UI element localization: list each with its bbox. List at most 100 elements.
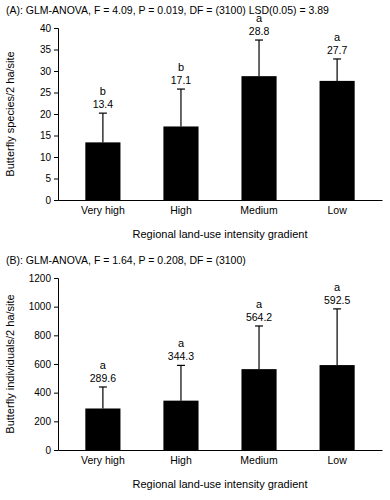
bar (320, 81, 355, 200)
marks (85, 309, 354, 450)
y-tick-mark (54, 335, 58, 336)
y-axis-line (54, 29, 59, 201)
y-tick-mark (54, 393, 58, 394)
plot-area: 0 200 400 600 800 1000 1200 Very high High Medium… (29, 273, 383, 467)
bar (163, 126, 198, 200)
x-tick-label: High (170, 454, 192, 466)
title: (A): GLM-ANOVA, F = 4.09, P = 0.019, DF … (6, 4, 329, 16)
error-bar (99, 387, 107, 409)
x-tick: Low (327, 200, 347, 216)
y-tick-label: 1200 (29, 273, 52, 284)
y-tick-label: 5 (45, 173, 51, 184)
x-axis-title: Regional land-use intensity gradient (133, 228, 308, 240)
y-tick-mark (54, 114, 58, 115)
significance-letter: a (100, 359, 107, 371)
x-axis: Very high High Medium Low (59, 200, 383, 216)
y-tick-mark (54, 200, 58, 201)
title: (B): GLM-ANOVA, F = 1.64, P = 0.208, DF … (6, 254, 246, 266)
error-cap (177, 88, 185, 89)
y-tick: 200 (34, 416, 58, 427)
y-tick-mark (54, 278, 58, 279)
error-stem (337, 309, 338, 365)
panel: (A): GLM-ANOVA, F = 4.09, P = 0.019, DF … (4, 4, 383, 240)
data-label: 289.6 (90, 372, 116, 384)
bar (241, 76, 276, 200)
error-cap (99, 113, 107, 114)
x-tick: High (170, 450, 192, 466)
y-axis: 0 200 400 600 800 1000 1200 (29, 273, 59, 456)
y-tick: 5 (45, 173, 58, 184)
bar-labels: 13.4b17.1b28.8a27.7a (93, 12, 348, 110)
data-label: 17.1 (171, 74, 192, 86)
error-stem (258, 40, 259, 76)
y-tick-label: 25 (40, 87, 52, 98)
y-tick: 20 (40, 109, 58, 120)
y-tick: 15 (40, 130, 58, 141)
error-stem (102, 113, 103, 142)
error-stem (337, 59, 338, 81)
error-bar (177, 89, 185, 126)
error-bar (255, 40, 263, 76)
error-bar (333, 309, 341, 365)
y-axis: 0 5 10 15 20 25 30 35 40 (40, 23, 59, 206)
y-axis-line (54, 279, 59, 451)
x-tick: Very high (81, 450, 125, 466)
bar-labels: 289.6a344.3a564.2a592.5a (90, 281, 351, 384)
error-stem (102, 387, 103, 409)
y-tick-label: 30 (40, 66, 52, 77)
y-axis-title: Butterfly individuals/2 ha/site (4, 294, 16, 433)
x-tick: High (170, 200, 192, 216)
x-tick-label: Medium (240, 454, 278, 466)
error-stem (258, 326, 259, 369)
bar (85, 142, 120, 200)
marks (85, 40, 354, 200)
x-tick: Very high (81, 200, 125, 216)
y-tick-label: 400 (34, 387, 51, 398)
error-cap (255, 39, 263, 40)
y-tick-mark (54, 179, 58, 180)
y-axis-title: Butterfly species/2 ha/site (4, 51, 16, 176)
y-tick: 40 (40, 23, 58, 34)
bar (163, 401, 198, 450)
bar (241, 369, 276, 450)
x-axis-line (59, 200, 383, 201)
plot-area: 0 5 10 15 20 25 30 35 40 Very high High Medium Low 13… (40, 12, 383, 216)
significance-letter: a (178, 337, 185, 349)
y-tick: 1000 (29, 301, 58, 312)
y-tick-label: 0 (45, 195, 51, 206)
significance-letter: a (334, 281, 341, 293)
y-tick-label: 600 (34, 359, 51, 370)
y-tick-mark (54, 136, 58, 137)
x-tick-label: Low (327, 204, 347, 216)
x-tick-label: High (170, 204, 192, 216)
data-label: 13.4 (93, 98, 114, 110)
x-axis-title: Regional land-use intensity gradient (133, 478, 308, 490)
y-tick: 800 (34, 330, 58, 341)
figure: (A): GLM-ANOVA, F = 4.09, P = 0.019, DF … (0, 0, 390, 500)
x-tick-label: Very high (81, 454, 125, 466)
error-cap (333, 308, 341, 309)
data-label: 564.2 (246, 311, 272, 323)
significance-letter: b (178, 61, 184, 73)
bar (85, 408, 120, 450)
y-tick: 35 (40, 44, 58, 55)
y-tick: 0 (45, 445, 58, 456)
error-bar (99, 113, 107, 142)
data-label: 28.8 (249, 25, 270, 37)
y-tick-label: 10 (40, 152, 52, 163)
y-tick-label: 15 (40, 130, 52, 141)
y-tick-mark (54, 450, 58, 451)
x-tick: Medium (240, 200, 278, 216)
y-tick-label: 800 (34, 330, 51, 341)
y-tick-label: 35 (40, 44, 52, 55)
error-bar (333, 59, 341, 81)
bar (320, 365, 355, 450)
error-cap (333, 58, 341, 59)
y-tick: 30 (40, 66, 58, 77)
x-tick-label: Low (327, 454, 347, 466)
y-tick-mark (54, 28, 58, 29)
significance-letter: a (256, 12, 263, 24)
error-stem (180, 89, 181, 126)
y-tick-label: 40 (40, 23, 52, 34)
error-cap (99, 386, 107, 387)
